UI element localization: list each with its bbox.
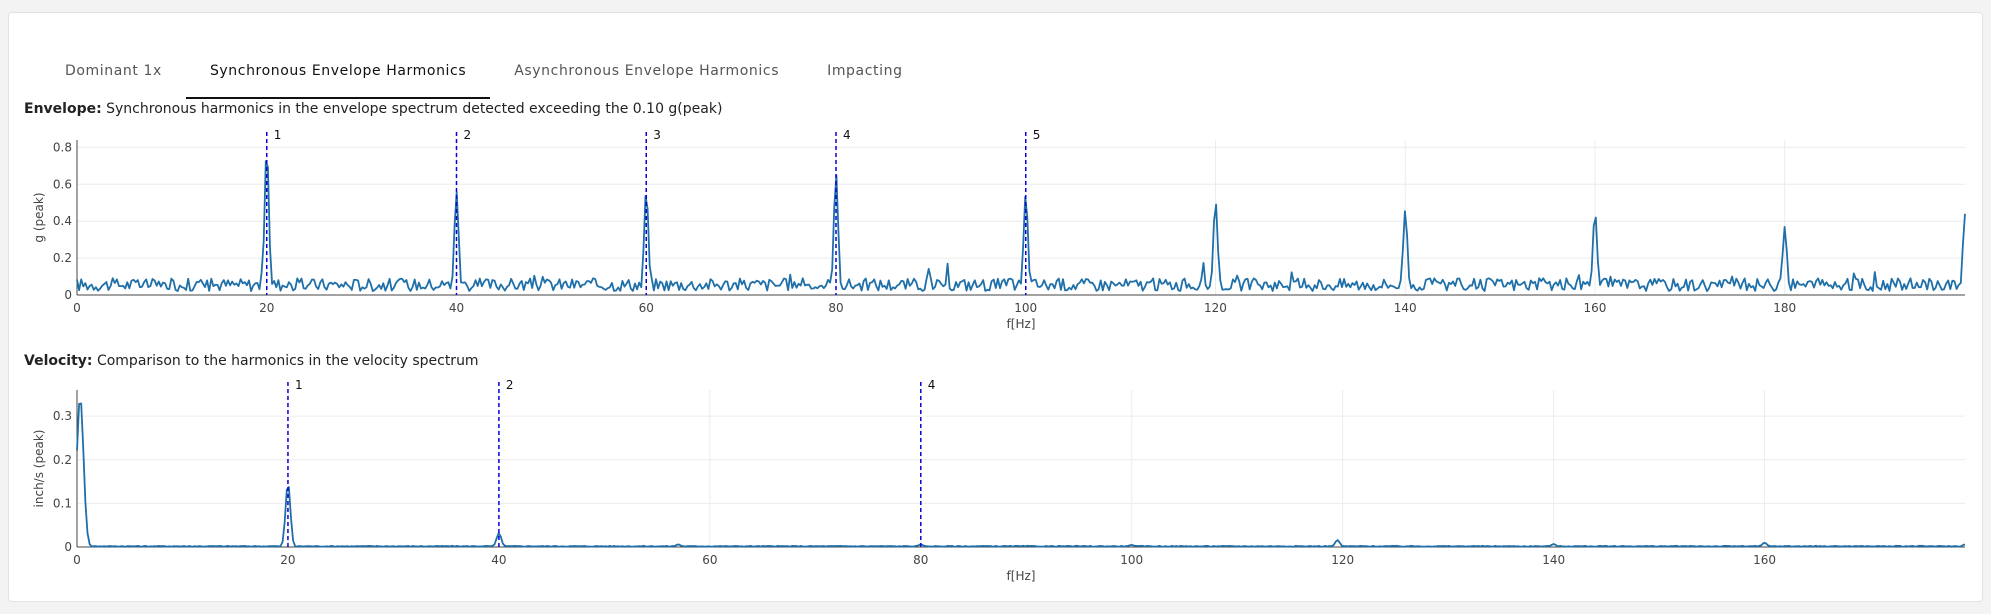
y-tick-label: 0.1 [53, 496, 72, 510]
y-tick-label: 0 [64, 288, 72, 302]
harmonic-marker-label: 3 [653, 128, 661, 142]
harmonic-marker-label: 1 [274, 128, 282, 142]
x-tick-label: 0 [73, 301, 81, 315]
tab-asynchronous-envelope-harmonics[interactable]: Asynchronous Envelope Harmonics [514, 63, 780, 79]
tab-dominant-1x[interactable]: Dominant 1x [65, 63, 162, 79]
tab-synchronous-envelope-harmonics[interactable]: Synchronous Envelope Harmonics [185, 49, 491, 99]
x-tick-label: 180 [1773, 301, 1796, 315]
tab-bar: Dominant 1x Synchronous Envelope Harmoni… [41, 49, 927, 99]
envelope-chart: 0 20 40 60 80 100 120 140 160 180 0 0.2 0.4 0.6 0.8 f[H… [32, 128, 1966, 331]
harmonic-marker-label: 2 [506, 378, 514, 392]
y-tick-label: 0.2 [53, 453, 72, 467]
y-tick-label: 0.2 [53, 251, 72, 265]
harmonic-marker-label: 5 [1033, 128, 1041, 142]
x-tick-label: 60 [639, 301, 654, 315]
x-tick-label: 0 [73, 553, 81, 567]
velocity-section-title: Velocity: Comparison to the harmonics in… [24, 353, 479, 369]
x-axis-title: f[Hz] [1007, 569, 1036, 583]
harmonic-marker-label: 1 [295, 378, 303, 392]
y-tick-label: 0.6 [53, 177, 72, 191]
x-tick-label: 140 [1542, 553, 1565, 567]
y-tick-label: 0.3 [53, 409, 72, 423]
y-tick-label: 0.8 [53, 140, 72, 154]
x-tick-label: 100 [1120, 553, 1143, 567]
tab-impacting[interactable]: Impacting [827, 63, 903, 79]
envelope-title-prefix: Envelope: [24, 101, 102, 117]
x-tick-label: 80 [913, 553, 928, 567]
x-tick-label: 160 [1584, 301, 1607, 315]
x-tick-label: 100 [1014, 301, 1037, 315]
grid-lines [77, 390, 1965, 547]
x-tick-label: 140 [1394, 301, 1417, 315]
y-tick-label: 0.4 [53, 214, 72, 228]
x-tick-label: 20 [280, 553, 295, 567]
velocity-chart: 0 20 40 60 80 100 120 140 160 0 0.1 0.2 0.3 f[Hz] inch… [32, 378, 1966, 583]
harmonic-marker-label: 4 [928, 378, 936, 392]
x-tick-label: 80 [828, 301, 843, 315]
y-axis-title: inch/s (peak) [32, 430, 46, 508]
y-tick-label: 0 [64, 540, 72, 554]
velocity-title-text: Comparison to the harmonics in the veloc… [92, 353, 479, 369]
x-tick-label: 40 [491, 553, 506, 567]
x-tick-label: 120 [1331, 553, 1354, 567]
x-tick-label: 40 [449, 301, 464, 315]
x-axis-title: f[Hz] [1007, 317, 1036, 331]
x-tick-label: 60 [702, 553, 717, 567]
harmonic-marker-label: 4 [843, 128, 851, 142]
harmonic-marker-label: 2 [463, 128, 471, 142]
spectrum-line [76, 402, 1966, 548]
velocity-title-prefix: Velocity: [24, 353, 93, 369]
envelope-title-text: Synchronous harmonics in the envelope sp… [101, 101, 723, 117]
x-tick-label: 160 [1753, 553, 1776, 567]
envelope-section-title: Envelope: Synchronous harmonics in the e… [24, 101, 722, 117]
y-axis-title: g (peak) [32, 192, 46, 242]
x-tick-label: 120 [1204, 301, 1227, 315]
spectrum-line [76, 160, 1966, 293]
x-tick-label: 20 [259, 301, 274, 315]
